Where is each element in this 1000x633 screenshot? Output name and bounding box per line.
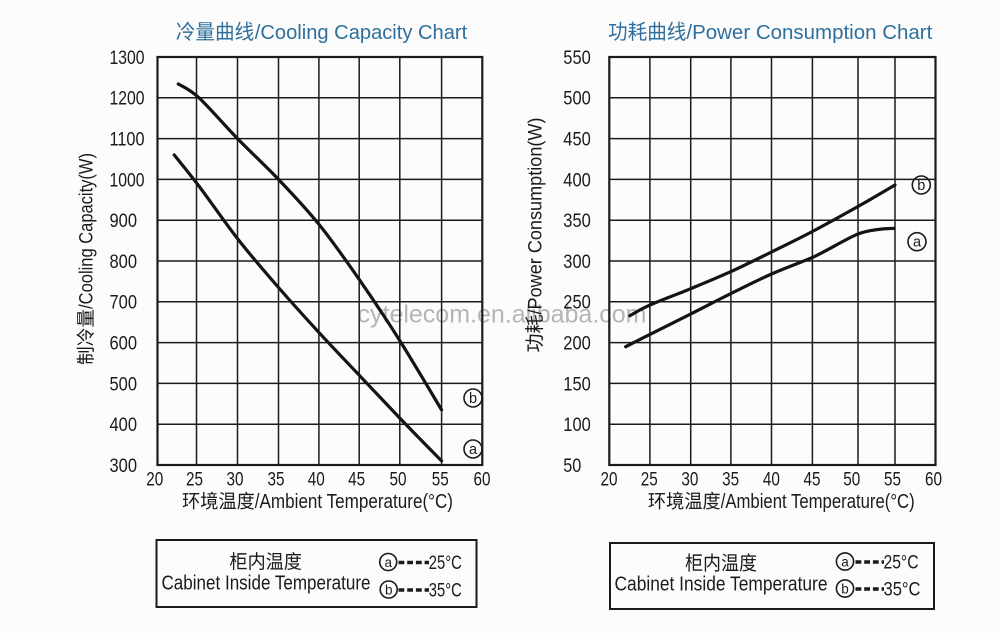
svg-text:35: 35: [722, 470, 739, 491]
svg-text:45: 45: [348, 470, 365, 491]
svg-text:55: 55: [432, 470, 449, 491]
svg-text:50: 50: [390, 470, 407, 491]
svg-text:55: 55: [884, 470, 901, 491]
svg-text:Cabinet Inside Temperature: Cabinet Inside Temperature: [615, 574, 828, 596]
svg-text:60: 60: [925, 470, 942, 491]
svg-text:a: a: [469, 442, 478, 458]
svg-text:a: a: [384, 555, 392, 570]
svg-text:a: a: [913, 235, 922, 251]
svg-text:100: 100: [563, 414, 591, 436]
svg-text:35: 35: [268, 470, 285, 491]
svg-text:20: 20: [146, 470, 163, 491]
svg-text:900: 900: [110, 210, 138, 232]
svg-text:500: 500: [563, 88, 591, 110]
svg-text:25°C: 25°C: [429, 553, 462, 574]
svg-text:Cabinet Inside Temperature: Cabinet Inside Temperature: [162, 573, 371, 595]
svg-text:400: 400: [110, 414, 138, 436]
svg-text:600: 600: [110, 333, 138, 355]
svg-text:300: 300: [110, 455, 138, 477]
svg-text:550: 550: [563, 47, 591, 69]
svg-text:cytelecom.en.alibaba.com: cytelecom.en.alibaba.com: [358, 301, 647, 329]
svg-text:35°C: 35°C: [884, 579, 921, 600]
svg-text:800: 800: [110, 251, 138, 273]
svg-text:400: 400: [563, 169, 591, 191]
svg-text:35°C: 35°C: [429, 580, 462, 601]
svg-text:/Ambient Temperature(°C): /Ambient Temperature(°C): [721, 491, 915, 513]
svg-text:700: 700: [110, 292, 138, 314]
svg-text:/Cooling Capacity Chart: /Cooling Capacity Chart: [255, 21, 468, 44]
svg-text:30: 30: [227, 470, 244, 491]
svg-text:250: 250: [563, 292, 591, 314]
svg-text:60: 60: [474, 470, 491, 491]
svg-text:50: 50: [563, 455, 581, 477]
svg-text:1200: 1200: [110, 88, 145, 110]
svg-text:25: 25: [641, 470, 658, 491]
svg-text:50: 50: [843, 470, 860, 491]
svg-text:b: b: [841, 581, 849, 596]
svg-text:1300: 1300: [110, 47, 145, 69]
svg-text:25°C: 25°C: [884, 552, 919, 573]
svg-text:300: 300: [563, 251, 591, 273]
svg-text:200: 200: [563, 333, 591, 355]
svg-text:30: 30: [681, 470, 698, 491]
svg-text:20: 20: [601, 470, 618, 491]
svg-text:40: 40: [763, 470, 780, 491]
svg-text:/Power Consumption(W): /Power Consumption(W): [525, 118, 547, 315]
svg-text:/Power Consumption Chart: /Power Consumption Chart: [686, 21, 932, 44]
svg-text:1100: 1100: [110, 129, 145, 151]
svg-text:45: 45: [804, 470, 821, 491]
svg-text:b: b: [917, 178, 925, 194]
svg-text:25: 25: [186, 470, 203, 491]
svg-text:150: 150: [563, 373, 591, 395]
svg-text:450: 450: [563, 129, 591, 151]
svg-text:/Cooling Capacity(W): /Cooling Capacity(W): [76, 153, 98, 309]
svg-text:b: b: [469, 391, 477, 407]
svg-text:b: b: [385, 582, 393, 597]
svg-text:a: a: [841, 554, 849, 569]
svg-text:350: 350: [563, 210, 591, 232]
svg-text:500: 500: [110, 373, 138, 395]
svg-text:/Ambient Temperature(°C): /Ambient Temperature(°C): [255, 491, 453, 513]
svg-text:40: 40: [308, 470, 325, 491]
svg-text:1000: 1000: [110, 169, 145, 191]
